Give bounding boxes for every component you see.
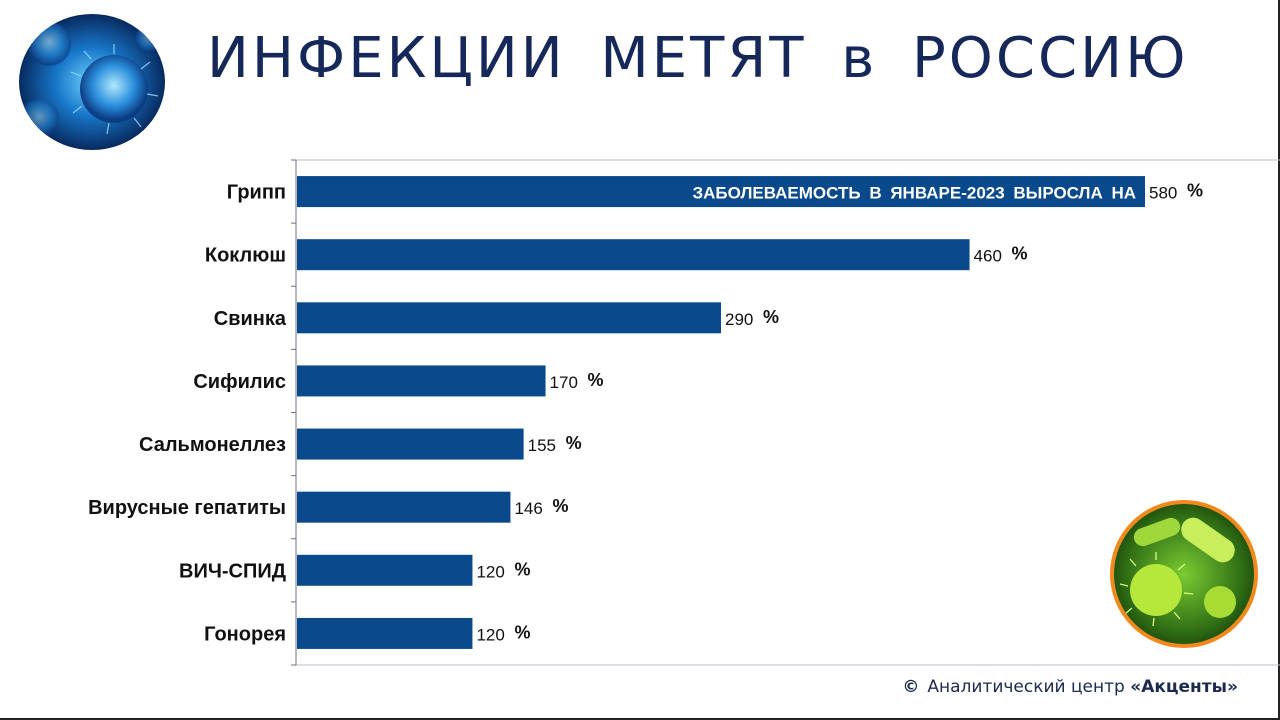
category-label: Сальмонеллез [139,434,286,456]
footer-credit: © Аналитический центр «Акценты» [902,677,1238,697]
data-label: 120 [476,562,504,581]
unit-label: % [514,559,530,579]
data-label: 120 [476,625,504,644]
unit-label: % [763,307,779,327]
category-label: ВИЧ-СПИД [179,560,286,582]
bar-8 [297,617,473,649]
bar-6 [297,491,511,523]
unit-label: % [1187,181,1203,201]
bar-5 [297,428,524,460]
bar-3 [297,302,721,334]
category-label: Гонорея [204,623,286,645]
data-label: 290 [725,310,753,329]
unit-label: % [552,496,568,516]
bacteria-image [1110,500,1258,648]
data-label: 170 [550,373,578,392]
chart-annotation: ЗАБОЛЕВАЕМОСТЬ В ЯНВАРЕ-2023 ВЫРОСЛА НА [693,184,1137,203]
unit-label: % [1012,244,1028,264]
category-label: Вирусные гепатиты [88,497,286,519]
virus-image [19,14,165,150]
bar-4 [297,365,546,397]
unit-label: % [588,370,604,390]
unit-label: % [514,622,530,642]
footer-text: Аналитический центр [927,677,1125,697]
data-label: 146 [514,499,542,518]
bar-1 [297,176,1145,208]
data-label: 460 [974,247,1002,266]
data-label: 580 [1149,184,1177,203]
bar-7 [297,554,473,586]
category-label: Грипп [227,182,286,204]
page-title: ИНФЕКЦИИ МЕТЯТ в РОССИЮ [207,26,1189,91]
data-label: 155 [528,436,556,455]
category-label: Коклюш [205,245,286,267]
category-label: Свинка [214,308,287,330]
bar-2 [297,239,970,271]
copyright-symbol: © [902,677,920,697]
unit-label: % [566,433,582,453]
category-label: Сифилис [193,371,286,393]
footer-brand: «Акценты» [1130,677,1238,697]
